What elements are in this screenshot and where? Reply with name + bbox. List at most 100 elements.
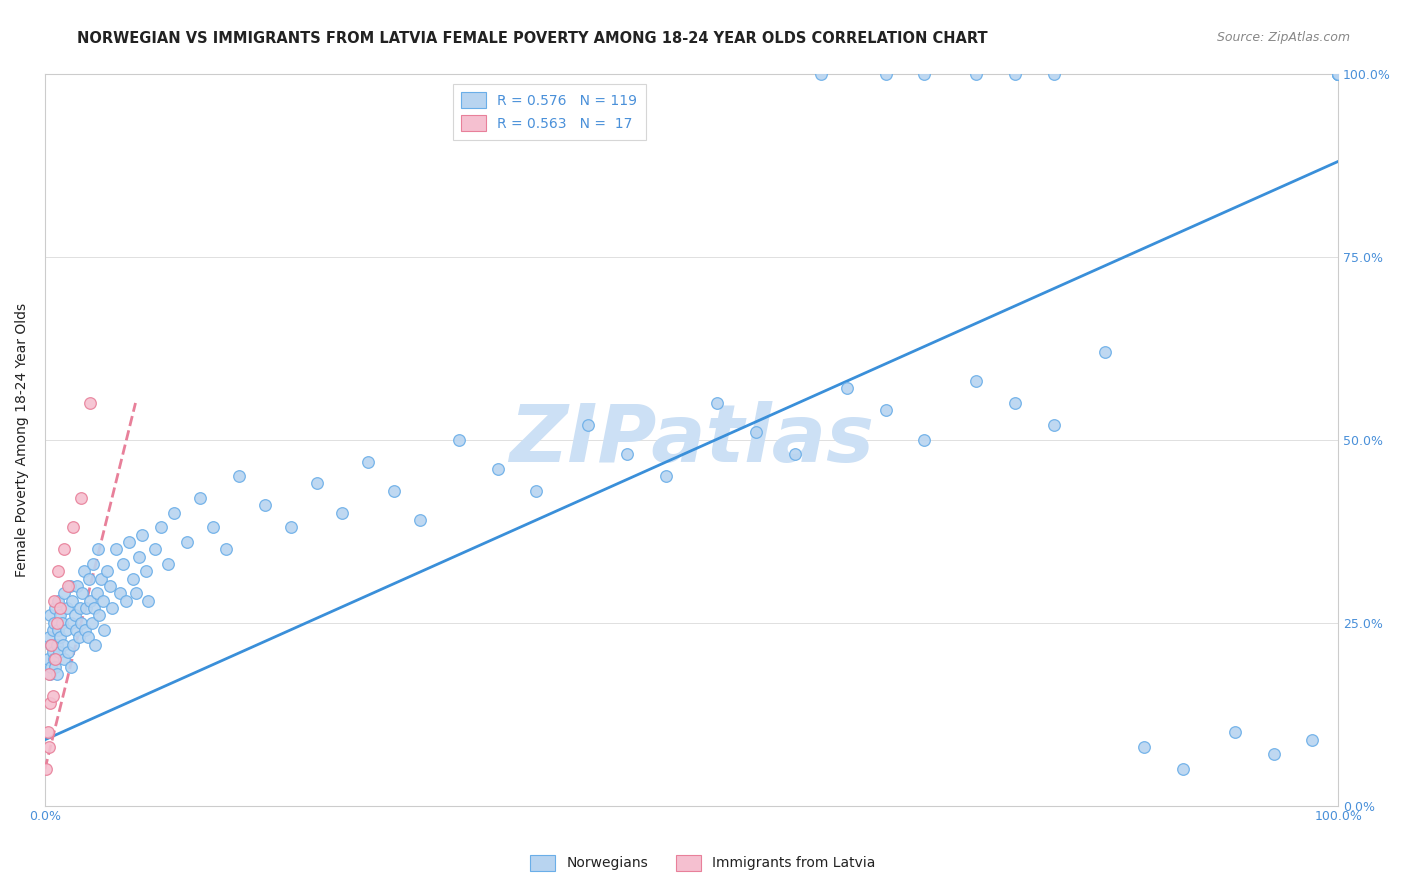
Point [39,608,62,623]
Point [105,542,128,557]
Point [115,593,138,607]
Point [72,586,94,600]
Point [59,615,82,630]
Point [82,557,104,571]
Point [63,608,86,623]
Point [228,469,250,483]
Point [128,549,150,564]
Point [93,623,115,637]
Point [409,513,432,527]
Point [42,623,65,637]
Point [65,623,87,637]
Point [87,542,110,557]
Point [835,381,858,395]
Point [46,623,69,637]
Point [55,623,77,637]
Point [131,527,153,541]
Point [84,638,107,652]
Point [79,593,101,607]
Point [49,601,72,615]
Point [101,601,124,615]
Point [77,572,100,586]
Point [59,659,82,673]
Point [1327,66,1350,80]
Point [202,520,225,534]
Point [1327,66,1350,80]
Point [305,476,328,491]
Point [45,638,67,652]
Point [176,535,198,549]
Point [46,593,69,607]
Point [35,762,58,776]
Point [253,499,276,513]
Point [75,623,97,637]
Point [108,586,131,600]
Point [41,638,63,652]
Point [655,469,678,483]
Point [89,608,111,623]
Point [46,565,69,579]
Point [53,586,76,600]
Point [45,666,67,681]
Point [90,572,112,586]
Point [80,615,103,630]
Legend: R = 0.576   N = 119, R = 0.563   N =  17: R = 0.576 N = 119, R = 0.563 N = 17 [453,84,645,140]
Point [1223,725,1246,739]
Point [60,593,83,607]
Point [42,593,65,607]
Point [1327,66,1350,80]
Point [163,506,186,520]
Point [75,601,97,615]
Point [1327,66,1350,80]
Point [96,565,118,579]
Point [44,652,66,666]
Point [42,689,65,703]
Point [91,593,114,607]
Point [965,374,987,388]
Point [58,645,80,659]
Point [56,601,79,615]
Point [1171,762,1194,776]
Point [76,630,98,644]
Point [810,66,832,80]
Text: Source: ZipAtlas.com: Source: ZipAtlas.com [1216,31,1350,45]
Point [745,425,768,440]
Point [73,565,96,579]
Point [1327,66,1350,80]
Point [37,652,59,666]
Point [188,491,211,505]
Point [616,447,638,461]
Point [1327,66,1350,80]
Point [576,417,599,432]
Text: NORWEGIAN VS IMMIGRANTS FROM LATVIA FEMALE POVERTY AMONG 18-24 YEAR OLDS CORRELA: NORWEGIAN VS IMMIGRANTS FROM LATVIA FEMA… [77,31,988,46]
Point [39,696,62,710]
Point [1327,66,1350,80]
Point [53,542,76,557]
Point [875,66,897,80]
Point [150,520,173,534]
Point [45,615,67,630]
Point [42,652,65,666]
Point [1263,747,1285,762]
Point [526,483,548,498]
Point [48,645,70,659]
Point [124,586,146,600]
Point [44,601,66,615]
Point [42,615,65,630]
Point [37,725,59,739]
Point [156,557,179,571]
Point [1004,396,1026,410]
Point [912,66,935,80]
Point [51,615,73,630]
Point [111,557,134,571]
Point [69,601,91,615]
Point [67,630,90,644]
Point [215,542,238,557]
Text: ZIPatlas: ZIPatlas [509,401,875,479]
Point [79,396,101,410]
Point [53,652,76,666]
Point [86,586,108,600]
Point [38,630,60,644]
Point [1042,417,1064,432]
Point [41,659,63,673]
